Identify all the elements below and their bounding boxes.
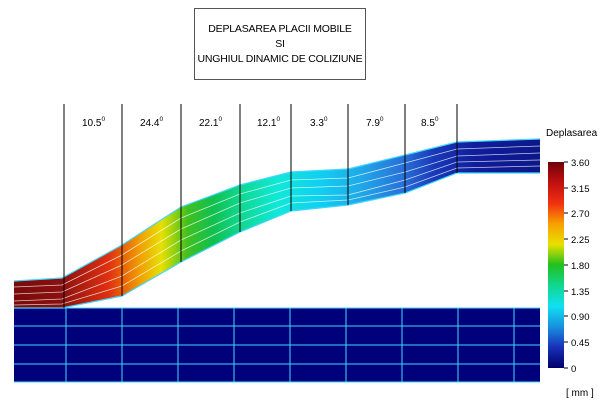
legend-ticks [564,161,568,369]
mobile-mesh-row-1 [13,145,541,288]
angle-value-6: 7.9 [366,118,380,129]
legend-tick-label-7: 0.90 [571,312,590,323]
angle-label-5: 3.30 [310,116,328,129]
legend-tick-label-2: 3.15 [571,184,590,195]
degree-mark-7: 0 [435,116,439,123]
legend-title: Deplasarea [546,128,598,139]
angle-label-7: 8.50 [421,116,439,129]
mobile-plate-outline [13,138,541,309]
degree-mark-6: 0 [380,116,384,123]
leader-lines [63,104,458,308]
mobile-mesh-row-3 [13,159,541,302]
angle-value-4: 12.1 [257,118,277,129]
angle-label-2: 24.40 [140,116,163,129]
lower-plate [14,307,540,383]
angle-value-1: 10.5 [82,118,102,129]
degree-mark-4: 0 [276,116,280,123]
degree-mark-2: 0 [159,116,163,123]
mobile-plate-mesh [13,145,541,306]
color-legend: Deplasarea 3.60 3.15 2.70 2.25 1.80 1.35… [546,128,598,399]
legend-tick-label-5: 1.80 [571,261,590,272]
mobile-mesh-row-4 [13,165,541,306]
lower-plate-mesh [14,307,540,383]
legend-tick-label-9: 0 [571,364,576,375]
angle-label-4: 12.10 [257,116,280,129]
angle-labels: 10.50 24.40 22.10 12.10 3.30 7.90 8.50 [82,116,439,129]
title-line-3: UNGHIUL DINAMIC DE COLIZIUNE [197,52,363,65]
angle-label-1: 10.50 [82,116,105,129]
legend-tick-label-3: 2.70 [571,209,590,220]
angle-label-3: 22.10 [199,116,222,129]
degree-mark-5: 0 [324,116,328,123]
angle-value-2: 24.4 [140,118,160,129]
mobile-mesh-row-2 [13,152,541,295]
title-line-2: SI [275,37,285,50]
legend-tick-label-8: 0.45 [571,338,590,349]
angle-value-3: 22.1 [199,118,219,129]
angle-value-5: 3.3 [310,118,324,129]
angle-value-7: 8.5 [421,118,435,129]
legend-unit: [ mm ] [566,388,594,399]
mobile-plate-body [14,139,540,308]
title-box: DEPLASAREA PLACII MOBILE SI UNGHIUL DINA… [194,8,366,80]
degree-mark-3: 0 [218,116,222,123]
degree-mark-1: 0 [101,116,105,123]
legend-tick-label-4: 2.25 [571,235,590,246]
legend-tick-label-6: 1.35 [571,287,590,298]
legend-colorbar [548,162,564,368]
angle-label-6: 7.90 [366,116,384,129]
legend-tick-label-1: 3.60 [571,158,590,169]
mobile-plate [13,138,541,309]
title-line-1: DEPLASAREA PLACII MOBILE [208,22,352,35]
